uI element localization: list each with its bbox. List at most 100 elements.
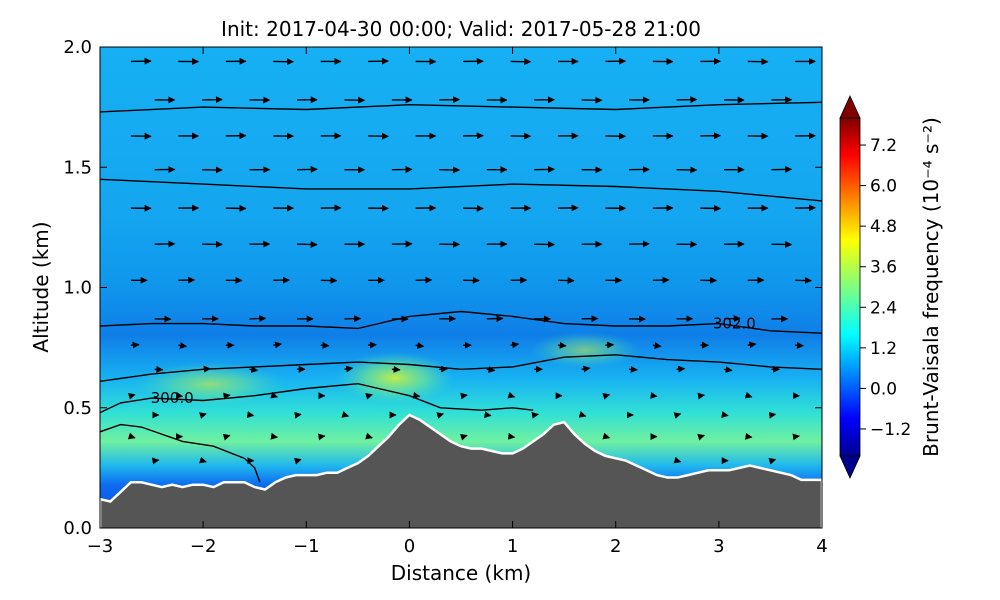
wind-arrow (531, 411, 539, 419)
wind-arrow (557, 341, 567, 349)
wind-arrow (365, 432, 373, 440)
wind-arrow (510, 341, 520, 349)
wind-arrow (581, 365, 591, 373)
colorbar-tick-label: 2.4 (870, 298, 897, 318)
colorbar-body (839, 117, 861, 457)
wind-arrow (175, 391, 184, 399)
wind-arrow (676, 365, 686, 373)
wind-arrow (460, 392, 468, 400)
colorbar: 7.2 6.0 4.8 3.6 2.4 1.2 0.0 −1.2 Brunt-Vaisala … (839, 95, 943, 479)
wind-arrow (199, 456, 207, 464)
x-tick-label: 3 (713, 536, 724, 557)
wind-arrow (368, 341, 377, 349)
wind-arrow (270, 391, 278, 399)
chart-title: Init: 2017-04-30 00:00; Valid: 2017-05-2… (221, 17, 701, 41)
y-tick-label: 2.0 (63, 37, 92, 58)
wind-arrow (486, 366, 496, 373)
wind-arrow (127, 392, 136, 400)
y-axis-label: Altitude (km) (29, 221, 53, 352)
x-axis: −3 −2 −1 0 1 2 3 4 (87, 47, 828, 557)
stability-maximum (135, 362, 285, 406)
wind-arrow (605, 341, 615, 349)
wind-arrow (768, 411, 777, 419)
colorbar-tick-label: 0.0 (870, 379, 897, 399)
colorbar-extend-max (839, 95, 861, 119)
wind-arrow (415, 342, 425, 349)
x-tick-label: 4 (816, 536, 827, 557)
terrain-fill (100, 413, 822, 528)
wind-arrow (317, 433, 326, 441)
wind-arrow (795, 341, 804, 349)
y-tick-label: 1.5 (63, 157, 92, 178)
wind-arrow (178, 342, 188, 349)
wind-arrow (391, 365, 401, 373)
y-tick-label: 0.0 (63, 518, 92, 539)
wind-arrow (507, 432, 516, 440)
wind-arrow (365, 392, 373, 400)
wind-arrow (127, 432, 136, 440)
wind-arrow (673, 412, 682, 419)
contour-label: 300.0 (151, 389, 194, 407)
x-axis-label: Distance (km) (391, 561, 531, 585)
stability-maximum (335, 352, 455, 404)
wind-arrow (273, 341, 282, 349)
wind-arrow (199, 412, 207, 419)
colorbar-tick-label: 3.6 (870, 258, 897, 278)
wind-arrow (650, 391, 658, 399)
x-tick-label: 2 (610, 536, 621, 557)
wind-arrow (723, 366, 733, 373)
colorbar-extend-min (839, 455, 861, 479)
wind-arrow (294, 411, 302, 419)
wind-arrow (246, 411, 255, 419)
wind-arrow (439, 365, 449, 373)
y-axis: 0.0 0.5 1.0 1.5 2.0 (63, 37, 822, 539)
wind-arrow (744, 432, 753, 440)
wind-arrow (768, 457, 777, 465)
wind-arrow (578, 411, 587, 418)
wind-arrow (744, 391, 753, 399)
wind-arrow (154, 365, 164, 373)
x-tick-label: −2 (190, 536, 217, 557)
wind-arrow (602, 432, 611, 440)
colorbar-tick-label: 4.8 (870, 217, 897, 237)
isentrope-line (100, 423, 261, 483)
wind-arrow (507, 391, 516, 399)
x-tick-label: −3 (87, 536, 114, 557)
wind-arrow (602, 392, 611, 400)
colorbar-label: Brunt-Vaisala frequency (10⁻⁴ s⁻²) (919, 117, 943, 457)
colorbar-tick-label: 1.2 (870, 339, 897, 359)
wind-arrow (721, 411, 729, 419)
wind-arrow (652, 342, 662, 349)
wind-arrow (130, 341, 140, 349)
colorbar-tick-label: 6.0 (870, 177, 897, 197)
wind-arrow (436, 412, 445, 419)
isentrope-line (100, 101, 822, 113)
wind-arrow (697, 433, 705, 441)
x-tick-label: −1 (293, 536, 320, 557)
isentrope-line (100, 310, 822, 334)
wind-arrow (151, 457, 160, 465)
wind-arrow (460, 433, 468, 441)
y-tick-label: 1.0 (63, 278, 92, 299)
wind-arrow (223, 392, 231, 400)
isentrope-line (100, 354, 822, 382)
stability-maximum (530, 332, 640, 368)
wind-arrow (747, 341, 757, 349)
wind-arrow (293, 457, 302, 465)
wind-arrow (792, 433, 800, 441)
wind-arrow (222, 433, 231, 441)
wind-arrow (412, 391, 421, 399)
isentrope-contours (100, 101, 822, 483)
x-tick-label: 1 (507, 536, 518, 557)
colorbar-tick-label: −1.2 (870, 420, 911, 440)
wind-arrow (697, 392, 705, 400)
wind-arrow (344, 365, 354, 373)
wind-arrow (320, 341, 330, 349)
plot-area (100, 47, 822, 528)
wind-arrow (629, 365, 638, 373)
colorbar-tick-label: 7.2 (870, 136, 897, 156)
wind-arrow (202, 365, 211, 373)
contour-labels: 300.0 302.0 (151, 315, 756, 408)
isentrope-line (100, 178, 822, 202)
